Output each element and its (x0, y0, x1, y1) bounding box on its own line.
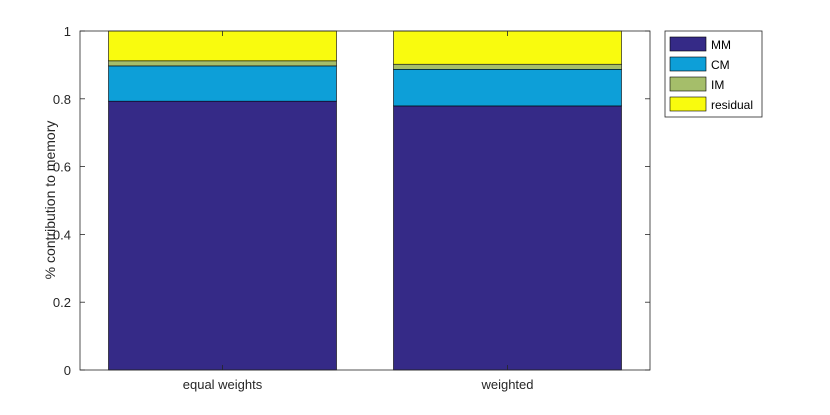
legend-label-mm: MM (711, 38, 731, 52)
x-tick-label: equal weights (183, 377, 263, 392)
bar-segment-im (393, 63, 622, 70)
y-tick-label: 0.8 (53, 92, 71, 107)
legend-label-residual: residual (711, 98, 753, 112)
y-tick-label: 1 (64, 24, 71, 39)
legend-swatch-mm (669, 36, 707, 52)
bars-group (108, 30, 622, 371)
bar-segment-mm (393, 105, 622, 371)
axes-box (79, 30, 651, 371)
legend-swatch-cm (669, 56, 707, 72)
legend-label-cm: CM (711, 58, 730, 72)
bar-segment-residual (393, 30, 622, 65)
bar-segment-cm (108, 65, 337, 102)
bar-segment-im (108, 60, 337, 67)
x-tick-label: weighted (480, 377, 533, 392)
y-axis-label: % contribution to memory (42, 121, 58, 280)
legend-swatch-im (669, 76, 707, 92)
legend: MM CM IM residual (664, 30, 763, 118)
y-tick-label: 0.2 (53, 295, 71, 310)
y-tick-label: 0 (64, 363, 71, 378)
y-tick-label: 0.6 (53, 160, 71, 175)
legend-swatch-residual (669, 96, 707, 112)
bar-segment-cm (393, 69, 622, 107)
axes-group: 0 0.2 0.4 0.6 0.8 1 equal weights weighted (53, 24, 651, 392)
y-tick-label: 0.4 (53, 227, 71, 242)
legend-label-im: IM (711, 78, 724, 92)
bar-segment-mm (108, 100, 337, 371)
